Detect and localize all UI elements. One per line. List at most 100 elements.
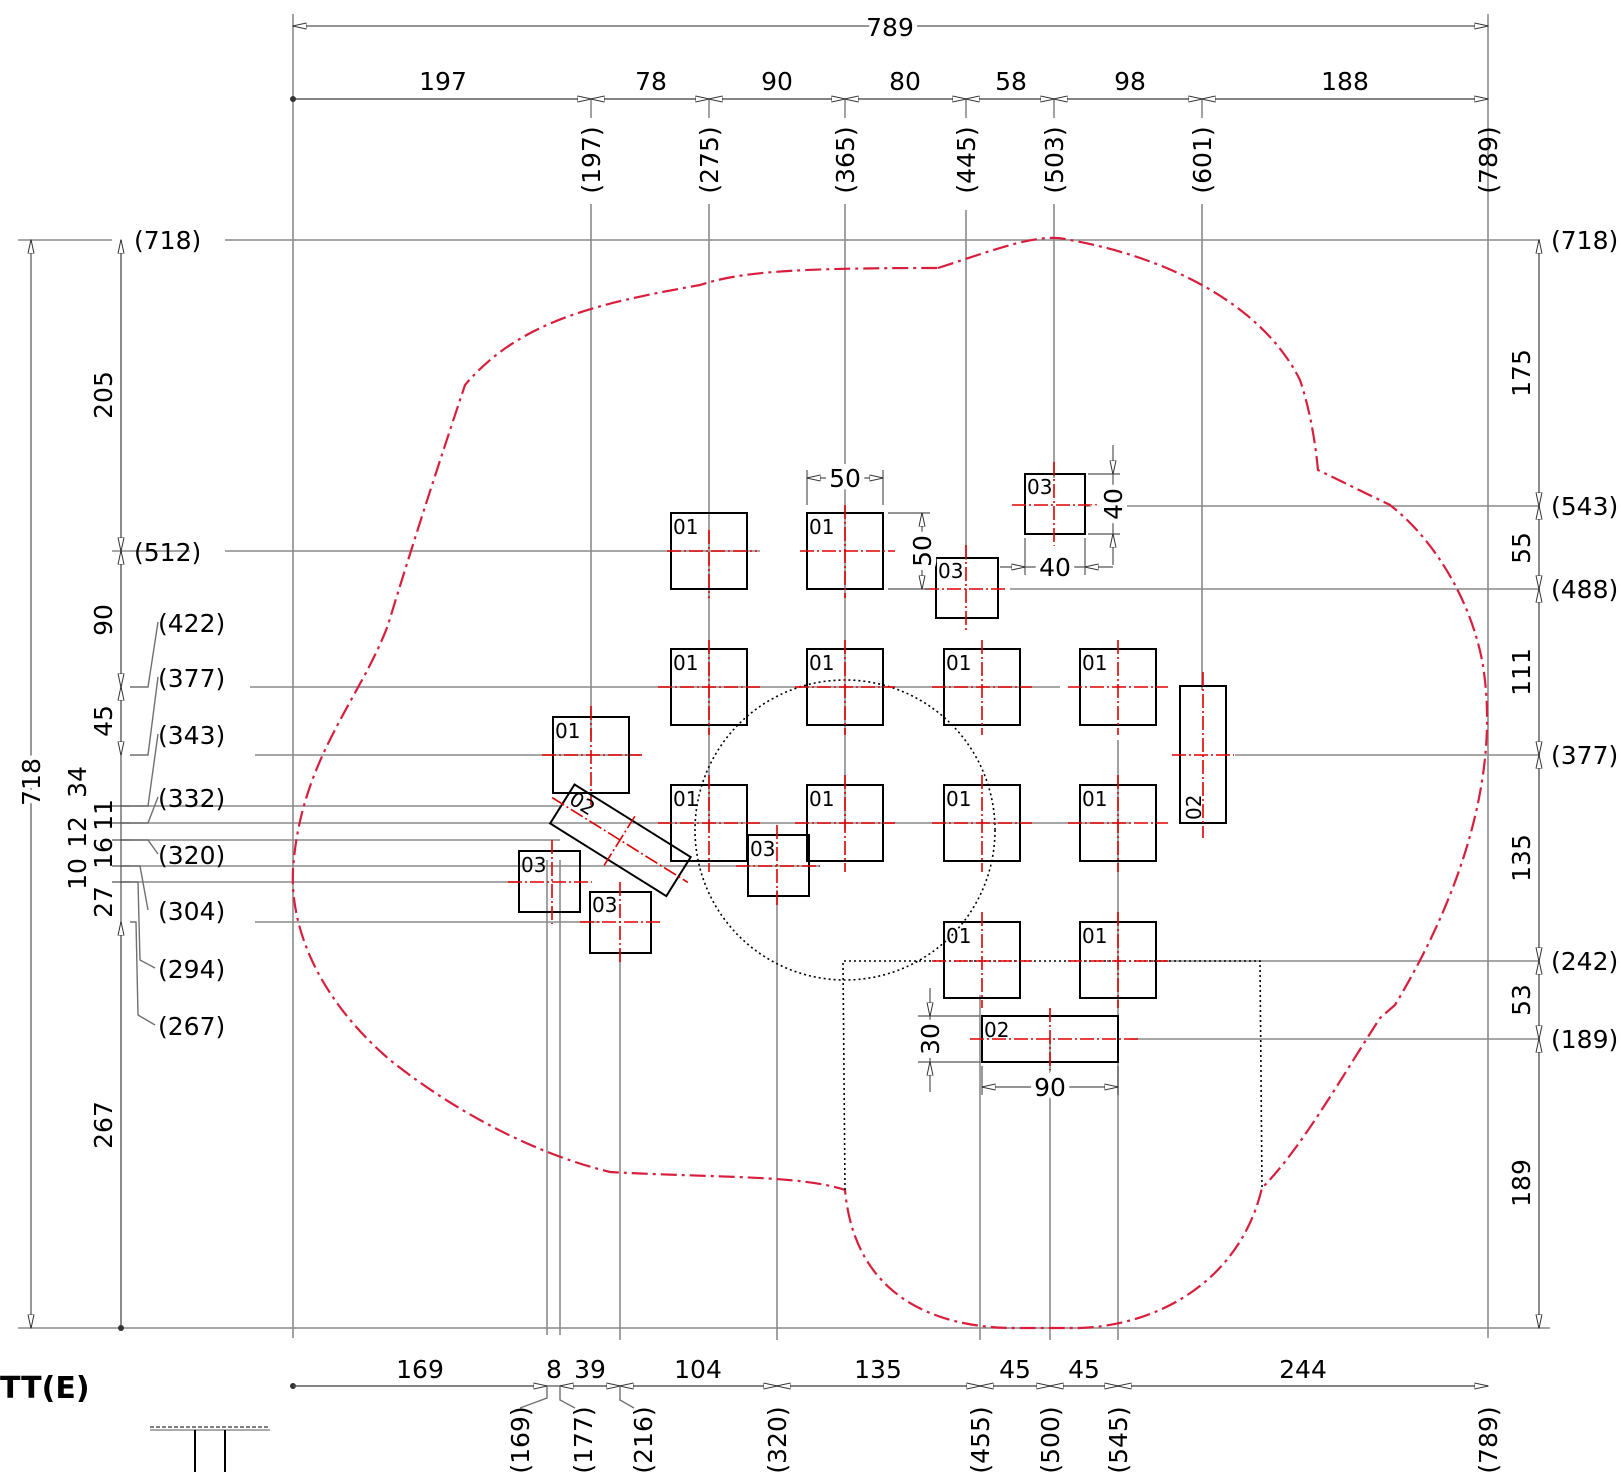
element-03[interactable]: 03: [925, 545, 1008, 630]
left-dimensions: 718 205 90 45 34 11 12 16 10 27 267 (718…: [12, 226, 225, 1331]
left-ord-2: (512): [134, 538, 201, 567]
element-label: 01: [673, 787, 698, 811]
right-seg-1: 175: [1507, 349, 1536, 397]
element-label: 01: [809, 651, 834, 675]
element-03[interactable]: 03: [736, 825, 820, 906]
right-seg-2: 55: [1507, 532, 1536, 564]
dim-50-height: 50: [908, 535, 937, 567]
element-01[interactable]: 01: [1068, 775, 1168, 872]
dim-50-width: 50: [829, 464, 861, 493]
site-boundary: [291, 236, 1489, 1330]
element-01[interactable]: 01: [667, 512, 757, 598]
top-ord-7: (789): [1474, 126, 1503, 193]
right-seg-5: 53: [1507, 984, 1536, 1016]
left-overall-dimension: 718: [17, 758, 46, 806]
element-03[interactable]: 03: [508, 840, 592, 924]
element-01[interactable]: 01: [795, 640, 895, 735]
top-seg-4: 80: [889, 67, 921, 96]
left-ord-1: (718): [134, 226, 201, 255]
section-label: TT(E): [0, 1371, 90, 1406]
element-01[interactable]: 01: [800, 505, 895, 598]
element-03[interactable]: 03: [580, 882, 660, 963]
element-label: 01: [1082, 924, 1107, 948]
bottom-seg-6: 45: [999, 1355, 1031, 1384]
bottom-ord-1: (169): [506, 1406, 535, 1472]
element-02[interactable]: 02: [970, 1008, 1140, 1070]
element-01[interactable]: 01: [932, 912, 1032, 1008]
bottom-dimensions: 169 8 39 104 135 45 45 244 (169) (177) (…: [290, 1355, 1503, 1472]
bottom-seg-7: 45: [1068, 1355, 1100, 1384]
left-ord-3: (422): [158, 609, 225, 638]
element-label: 01: [1082, 651, 1107, 675]
dim-40-height: 40: [1099, 488, 1128, 520]
left-ord-10: (267): [158, 1012, 225, 1041]
element-01[interactable]: 01: [1068, 640, 1168, 735]
bottom-ord-6: (500): [1036, 1406, 1065, 1472]
bottom-seg-4: 104: [674, 1355, 722, 1384]
element-01[interactable]: 01: [1068, 912, 1168, 1008]
left-seg-1: 205: [89, 371, 118, 419]
extension-lines: [18, 14, 1550, 1340]
element-01[interactable]: 01: [795, 775, 895, 872]
element-label: 03: [592, 893, 617, 917]
bottom-seg-8: 244: [1279, 1355, 1327, 1384]
right-ord-3: (488): [1551, 575, 1618, 604]
element-label: 03: [750, 837, 775, 861]
left-ord-4: (377): [158, 664, 225, 693]
element-label: 01: [673, 515, 698, 539]
element-label: 01: [946, 651, 971, 675]
element-label: 01: [555, 719, 580, 743]
right-seg-4: 135: [1507, 834, 1536, 882]
element-01[interactable]: 01: [658, 775, 760, 872]
dim-40-width: 40: [1039, 553, 1071, 582]
right-ord-5: (242): [1551, 947, 1618, 976]
top-dimensions: 789 197 78 90 80 58 98 188 (197) (275) (…: [290, 8, 1503, 194]
element-01[interactable]: 01: [658, 640, 760, 735]
element-label: 02: [1182, 795, 1206, 820]
left-seg-8: 10: [63, 858, 92, 890]
top-ord-2: (275): [695, 126, 724, 193]
bottom-seg-1: 169: [396, 1355, 444, 1384]
top-ord-4: (445): [952, 126, 981, 193]
top-ord-6: (601): [1188, 126, 1217, 193]
element-label: 01: [809, 515, 834, 539]
left-seg-10: 267: [89, 1101, 118, 1149]
element-01[interactable]: 01: [542, 706, 642, 805]
bottom-seg-5: 135: [854, 1355, 902, 1384]
top-seg-6: 98: [1114, 67, 1146, 96]
right-seg-6: 189: [1507, 1159, 1536, 1207]
left-seg-2: 90: [89, 604, 118, 636]
left-ord-9: (294): [158, 955, 225, 984]
element-label: 03: [938, 559, 963, 583]
element-dimensions: 50 50 40 40 30 90: [806, 445, 1133, 1107]
right-ord-1: (718): [1551, 226, 1618, 255]
left-seg-7: 16: [89, 837, 118, 869]
element-02[interactable]: 02: [1172, 672, 1234, 838]
top-seg-5: 58: [995, 67, 1027, 96]
left-seg-9: 27: [89, 886, 118, 918]
element-label: 01: [809, 787, 834, 811]
right-seg-3: 111: [1507, 648, 1536, 696]
left-ord-8: (304): [158, 897, 225, 926]
left-seg-3: 45: [89, 705, 118, 737]
right-ord-4: (377): [1551, 741, 1618, 770]
left-seg-5: 11: [89, 799, 118, 831]
top-ord-3: (365): [831, 126, 860, 193]
bottom-ord-7: (545): [1104, 1406, 1133, 1472]
element-01[interactable]: 01: [932, 775, 1032, 872]
bottom-seg-3: 39: [574, 1355, 606, 1384]
element-label: 01: [946, 787, 971, 811]
bottom-ord-3: (216): [629, 1406, 658, 1472]
left-seg-6: 12: [63, 816, 92, 848]
top-seg-7: 188: [1321, 67, 1369, 96]
bottom-ord-4: (320): [763, 1406, 792, 1472]
bottom-ord-8: (789): [1474, 1406, 1503, 1472]
element-label: 03: [1027, 475, 1052, 499]
left-ord-6: (332): [158, 784, 225, 813]
element-03[interactable]: 03: [1012, 462, 1098, 546]
bottom-ord-5: (455): [966, 1406, 995, 1472]
element-01[interactable]: 01: [932, 640, 1032, 735]
left-seg-4: 34: [63, 766, 92, 798]
element-label: 01: [946, 924, 971, 948]
